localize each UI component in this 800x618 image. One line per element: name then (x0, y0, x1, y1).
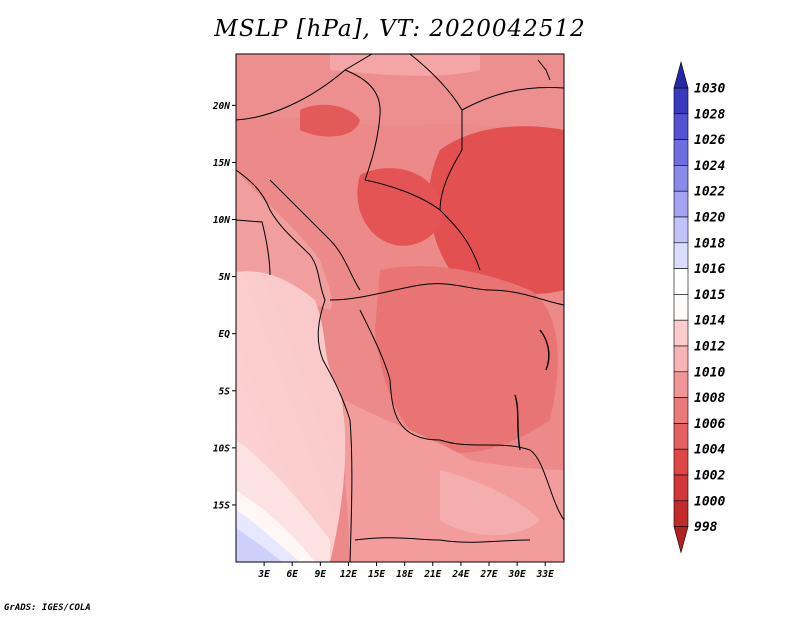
colorbar-box (673, 474, 689, 502)
y-tick-label: 10N (213, 215, 230, 226)
x-tick-label: 18E (396, 569, 413, 580)
colorbar-box (673, 423, 689, 450)
colorbar-box (673, 113, 689, 140)
y-tick-label: 10S (213, 443, 230, 454)
field-atlantic-1018 (236, 528, 282, 562)
border-egypt (461, 86, 564, 111)
x-tick-label: 9E (315, 569, 327, 580)
colorbar-top-arrow (673, 60, 689, 89)
colorbar-box (673, 216, 689, 244)
colorbar-box (673, 397, 689, 424)
border-algeria-mali (236, 54, 373, 121)
colorbar-label: 1016 (694, 262, 725, 277)
border-car (329, 283, 564, 306)
border-nigeria (269, 179, 361, 291)
coastline (236, 169, 353, 562)
border-niger (344, 69, 381, 181)
colorbar-box (673, 268, 689, 295)
map-frame (235, 53, 565, 563)
lake-tanganyika (514, 394, 521, 451)
field-north-high (330, 54, 480, 76)
field-congo (375, 266, 558, 453)
colorbar-label: 1026 (694, 133, 725, 148)
colorbar-label: 1002 (694, 469, 725, 484)
colorbar-label: 1020 (694, 211, 725, 226)
colorbar-box (673, 294, 689, 321)
nile-delta (537, 59, 551, 81)
border-namibia (354, 537, 531, 543)
colorbar-box (673, 448, 689, 476)
colorbar-label: 1004 (694, 443, 725, 458)
y-tick-label: 15S (213, 500, 230, 511)
border-congo (359, 309, 441, 441)
grads-credit: GrADS: IGES/COLA (4, 603, 91, 613)
borders (236, 54, 564, 562)
x-tick-label: 6E (287, 569, 299, 580)
x-tick-label: 30E (508, 569, 526, 580)
y-tick-label: 5S (219, 386, 231, 397)
colorbar-bottom-arrow (673, 526, 689, 554)
pressure-field (236, 54, 564, 562)
colorbar-label: 1010 (694, 365, 725, 380)
colorbar-label: 1022 (694, 185, 725, 200)
x-tick-label: 24E (451, 569, 469, 580)
lake-victoria (539, 329, 550, 371)
y-tick-label: 5N (219, 272, 231, 283)
x-tick-label: 12E (340, 569, 357, 580)
y-tick-label: 20N (212, 101, 230, 112)
field-chad-low (357, 168, 442, 246)
colorbar-box (673, 242, 689, 269)
x-tick-label: 33E (536, 569, 554, 580)
colorbar-label: 1024 (694, 159, 725, 174)
colorbar-box (673, 87, 689, 115)
border-libya-chad (409, 54, 463, 211)
colorbar: 998 1000 1002 1004 1006 1008 1010 1012 1014 1015 1… (673, 60, 725, 554)
colorbar-box (673, 345, 689, 373)
field-south-high (440, 470, 540, 535)
colorbar-box (673, 165, 689, 192)
colorbar-label: 1008 (694, 391, 725, 406)
colorbar-box (673, 500, 689, 527)
border-westafrica (236, 219, 271, 276)
colorbar-label: 1030 (694, 82, 725, 97)
y-tick-label: EQ (219, 329, 231, 340)
field-sudan-low (429, 126, 564, 294)
x-tick-label: 27E (479, 569, 497, 580)
chart-title: MSLP [hPa], VT: 2020042512 (214, 16, 586, 42)
colorbar-label: 1006 (694, 417, 725, 432)
colorbar-label: 1015 (694, 288, 725, 303)
x-axis: 3E 6E 9E 12E 15E 18E 21E 24E 27E 30E 33E (257, 562, 554, 580)
colorbar-label: 1018 (694, 236, 725, 251)
colorbar-label: 998 (694, 520, 718, 535)
border-chad-sudan (364, 179, 481, 271)
x-tick-label: 15E (368, 569, 385, 580)
colorbar-label: 1028 (694, 107, 725, 122)
colorbar-label: 1014 (694, 314, 725, 329)
colorbar-box (673, 319, 689, 347)
colorbar-box (673, 371, 689, 398)
y-axis: 20N 15N 10N 5N EQ 5S 10S 15S (212, 101, 236, 511)
border-zambia (439, 439, 564, 521)
field-sahara-low (300, 104, 360, 137)
x-tick-label: 3E (257, 569, 270, 580)
x-tick-label: 21E (423, 569, 441, 580)
colorbar-box (673, 190, 689, 218)
colorbar-box (673, 139, 689, 166)
colorbar-label: 1012 (694, 340, 725, 355)
colorbar-label: 1000 (694, 494, 725, 509)
y-tick-label: 15N (213, 158, 230, 169)
